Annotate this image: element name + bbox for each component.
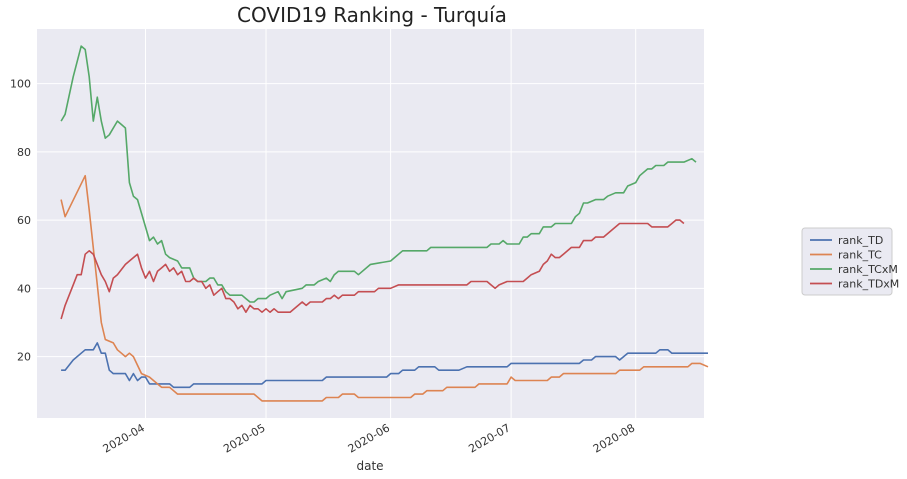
series-line-rank-TC [60, 174, 709, 402]
x-tick-label: 2020-08 [591, 421, 637, 455]
y-tick-label: 20 [17, 351, 31, 364]
y-tick-label: 60 [17, 214, 31, 227]
x-tick-label: 2020-05 [221, 421, 267, 455]
x-axis-label: date [356, 459, 383, 473]
y-axis-ticks: 20 40 60 80 100 [10, 78, 31, 364]
chart-title: COVID19 Ranking - Turquía [237, 3, 507, 27]
x-axis-ticks: 2020-04 2020-05 2020-06 2020-07 2020-08 [101, 421, 638, 455]
y-tick-label: 100 [10, 78, 31, 91]
legend-entry: rank_TD [838, 234, 883, 247]
legend-entry: rank_TC [838, 249, 882, 262]
y-tick-label: 80 [17, 146, 31, 159]
series-line-rank-TD [61, 342, 708, 389]
legend-entry: rank_TDxM [838, 278, 899, 291]
legend-entry: rank_TCxM [838, 263, 898, 276]
series-lines [60, 45, 709, 402]
legend-box [801, 227, 893, 296]
x-tick-label: 2020-04 [101, 421, 147, 455]
plot-area [37, 29, 704, 418]
series-line-rank-TDxM [60, 219, 685, 320]
x-tick-label: 2020-07 [466, 421, 512, 455]
series-line-rank-TCxM [60, 45, 697, 303]
x-tick-label: 2020-06 [346, 421, 392, 455]
y-tick-label: 40 [17, 282, 31, 295]
